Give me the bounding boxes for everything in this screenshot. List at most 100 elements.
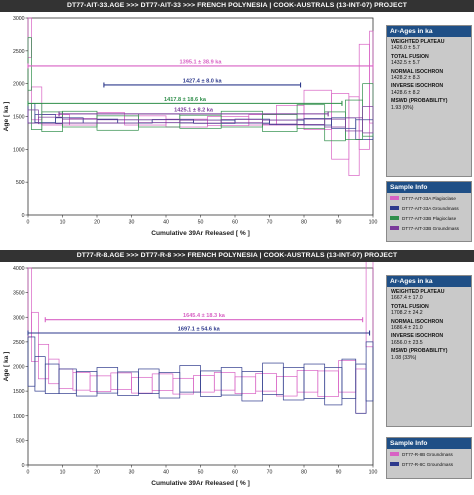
x-tick-label: 60 xyxy=(232,470,238,476)
x-tick-label: 50 xyxy=(198,470,204,476)
age-row-mswd: MSWD (PROBABILITY) 1.08 (33%) xyxy=(387,346,471,361)
age-value: 1.93 (0%) xyxy=(391,104,414,111)
age-label: TOTAL FUSION xyxy=(391,303,429,310)
y-tick-label: 4000 xyxy=(13,266,25,272)
x-tick-label: 90 xyxy=(336,220,342,226)
age-value: 1432.5 ± 5.7 xyxy=(391,60,420,67)
plateau-label: 1417.8 ± 18.6 ka xyxy=(164,97,207,103)
y-tick-label: 1500 xyxy=(13,115,25,121)
x-tick-label: 60 xyxy=(232,220,238,226)
age-row-total-fusion: TOTAL FUSION 1432.5 ± 5.7 xyxy=(387,52,471,67)
legend-item: DT77-AIT-33A Plagioclase xyxy=(387,193,471,203)
legend-swatch xyxy=(390,452,399,456)
x-axis-label: Cumulative 39Ar Released [ % ] xyxy=(151,480,250,487)
age-value: 1667.4 ± 17.0 xyxy=(391,295,423,302)
ar-ages-title: Ar-Ages in ka xyxy=(387,26,471,37)
step-box xyxy=(362,106,374,134)
legend-item: DT77-AIT-33A Groundmass xyxy=(387,203,471,213)
age-label: INVERSE ISOCHRON xyxy=(391,333,444,340)
age-value: 1656.0 ± 23.5 xyxy=(391,339,423,346)
x-tick-label: 10 xyxy=(60,470,66,476)
y-tick-label: 0 xyxy=(22,213,25,219)
spectrum-chart-top: 1395.1 ± 38.9 ka 1427.4 ± 8.0 ka 1417.8 ± … xyxy=(3,16,378,237)
y-tick-label: 0 xyxy=(22,463,25,469)
legend-item: DT77-R-8B Groundmass xyxy=(387,449,471,459)
series-dt77-ait-33b-groundmass xyxy=(27,106,374,134)
y-axis-label: Age [ ka ] xyxy=(3,352,10,382)
x-tick-label: 20 xyxy=(94,220,100,226)
x-tick-label: 0 xyxy=(27,470,30,476)
x-tick-label: 50 xyxy=(198,220,204,226)
x-tick-label: 10 xyxy=(60,220,66,226)
age-label: INVERSE ISOCHRON xyxy=(391,83,444,90)
age-row-mswd: MSWD (PROBABILITY) 1.93 (0%) xyxy=(387,96,471,111)
x-tick-label: 90 xyxy=(336,470,342,476)
age-value: 1.08 (33%) xyxy=(391,354,417,361)
bottom-panel: DT77-R-8.AGE >>> DT77-R-8 >>> FRENCH POL… xyxy=(0,250,474,495)
plateau-label: 1427.4 ± 8.0 ka xyxy=(183,78,223,84)
y-axis-label: Age [ ka ] xyxy=(3,102,10,132)
y-tick-label: 1500 xyxy=(13,389,25,395)
ar-ages-box: Ar-Ages in ka WEIGHTED PLATEAU 1667.4 ± … xyxy=(386,275,472,427)
step-box xyxy=(365,341,374,402)
step-box xyxy=(369,30,374,124)
y-tick-label: 500 xyxy=(16,180,25,186)
legend-item: DT77-AIT-33B Groundmass xyxy=(387,223,471,233)
sample-info-box: Sample Info DT77-AIT-33A Plagioclase DT7… xyxy=(386,181,472,242)
y-tick-label: 1000 xyxy=(13,414,25,420)
age-row-plateau: WEIGHTED PLATEAU 1426.0 ± 5.7 xyxy=(387,37,471,52)
age-row-normal-isochron: NORMAL ISOCHRON 1686.4 ± 21.0 xyxy=(387,317,471,332)
y-tick-label: 3500 xyxy=(13,291,25,297)
legend-label: DT77-R-8C Groundmass xyxy=(402,461,454,467)
age-row-total-fusion: TOTAL FUSION 1708.2 ± 24.2 xyxy=(387,302,471,317)
legend-swatch xyxy=(390,206,399,210)
x-tick-label: 20 xyxy=(94,470,100,476)
x-tick-label: 100 xyxy=(369,470,378,476)
y-tick-label: 500 xyxy=(16,438,25,444)
panel-header: DT77-R-8.AGE >>> DT77-R-8 >>> FRENCH POL… xyxy=(0,250,474,262)
y-tick-label: 3000 xyxy=(13,315,25,321)
sample-info-box: Sample Info DT77-R-8B Groundmass DT77-R-… xyxy=(386,437,472,479)
x-tick-label: 40 xyxy=(163,220,169,226)
ar-ages-title: Ar-Ages in ka xyxy=(387,276,471,287)
age-value: 1428.6 ± 8.2 xyxy=(391,89,420,96)
age-label: MSWD (PROBABILITY) xyxy=(391,348,448,355)
side-panel-top: Ar-Ages in ka WEIGHTED PLATEAU 1426.0 ± … xyxy=(386,25,472,242)
legend-swatch xyxy=(390,216,399,220)
y-tick-label: 2500 xyxy=(13,340,25,346)
age-label: MSWD (PROBABILITY) xyxy=(391,98,448,105)
age-row-inverse-isochron: INVERSE ISOCHRON 1428.6 ± 8.2 xyxy=(387,81,471,96)
age-label: TOTAL FUSION xyxy=(391,53,429,60)
x-tick-label: 30 xyxy=(129,220,135,226)
x-tick-label: 70 xyxy=(267,470,273,476)
age-row-normal-isochron: NORMAL ISOCHRON 1428.2 ± 8.3 xyxy=(387,67,471,82)
plot-frame xyxy=(27,17,374,216)
x-tick-label: 100 xyxy=(369,220,378,226)
legend-swatch xyxy=(390,196,399,200)
y-tick-label: 3000 xyxy=(13,16,25,22)
plateau-label: 1645.4 ± 18.3 ka xyxy=(183,313,226,319)
age-label: NORMAL ISOCHRON xyxy=(391,68,444,75)
y-tick-label: 2000 xyxy=(13,82,25,88)
x-tick-label: 0 xyxy=(27,220,30,226)
side-panel-bottom: Ar-Ages in ka WEIGHTED PLATEAU 1667.4 ± … xyxy=(386,275,472,491)
age-value: 1426.0 ± 5.7 xyxy=(391,45,420,52)
x-tick-label: 40 xyxy=(163,470,169,476)
x-axis-label: Cumulative 39Ar Released [ % ] xyxy=(151,230,250,237)
y-tick-label: 1000 xyxy=(13,147,25,153)
panel-separator xyxy=(0,245,474,250)
sample-info-title: Sample Info xyxy=(387,438,471,449)
age-row-plateau: WEIGHTED PLATEAU 1667.4 ± 17.0 xyxy=(387,287,471,302)
top-panel: DT77-AIT-33.AGE >>> DT77-AIT-33 >>> FREN… xyxy=(0,0,474,245)
y-tick-label: 2000 xyxy=(13,365,25,371)
step-box xyxy=(365,262,374,348)
age-label: WEIGHTED PLATEAU xyxy=(391,289,445,295)
y-tick-label: 2500 xyxy=(13,49,25,55)
legend-label: DT77-AIT-33A Plagioclase xyxy=(402,195,456,201)
age-value: 1428.2 ± 8.3 xyxy=(391,75,420,82)
x-tick-label: 80 xyxy=(301,470,307,476)
legend-swatch xyxy=(390,462,399,466)
plateau-label: 1395.1 ± 38.9 ka xyxy=(180,59,223,65)
plateau-label: 1425.1 ± 8.2 ka xyxy=(174,107,214,113)
